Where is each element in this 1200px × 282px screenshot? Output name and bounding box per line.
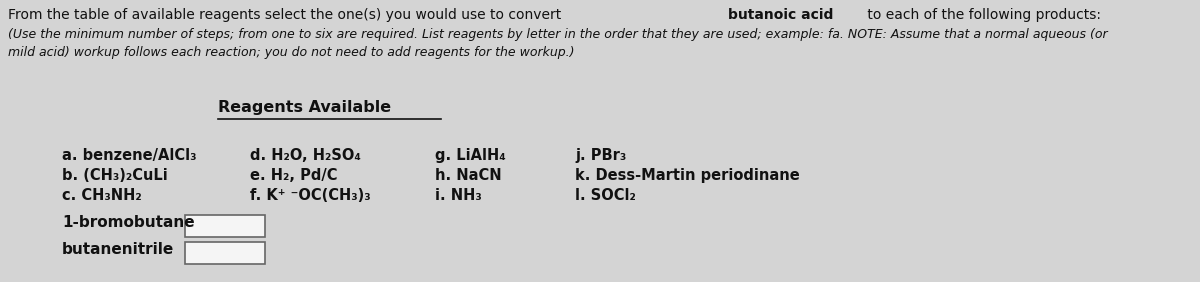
Bar <box>185 215 265 237</box>
Bar <box>185 242 265 264</box>
Text: From the table of available reagents select the one(s) you would use to convert: From the table of available reagents sel… <box>8 8 565 22</box>
Text: b. (CH₃)₂CuLi: b. (CH₃)₂CuLi <box>62 168 168 183</box>
Text: mild acid) workup follows each reaction; you do not need to add reagents for the: mild acid) workup follows each reaction;… <box>8 46 575 59</box>
Text: k. Dess-Martin periodinane: k. Dess-Martin periodinane <box>575 168 799 183</box>
Text: j. PBr₃: j. PBr₃ <box>575 148 626 163</box>
Text: c. CH₃NH₂: c. CH₃NH₂ <box>62 188 142 203</box>
Text: Reagents Available: Reagents Available <box>218 100 391 115</box>
Text: i. NH₃: i. NH₃ <box>436 188 481 203</box>
Text: h. NaCN: h. NaCN <box>436 168 502 183</box>
Text: butanoic acid: butanoic acid <box>727 8 833 22</box>
Text: g. LiAlH₄: g. LiAlH₄ <box>436 148 505 163</box>
Text: l. SOCl₂: l. SOCl₂ <box>575 188 636 203</box>
Text: a. benzene/AlCl₃: a. benzene/AlCl₃ <box>62 148 197 163</box>
Text: (Use the minimum number of steps; from one to six are required. List reagents by: (Use the minimum number of steps; from o… <box>8 28 1108 41</box>
Text: e. H₂, Pd/C: e. H₂, Pd/C <box>250 168 337 183</box>
Text: butanenitrile: butanenitrile <box>62 242 174 257</box>
Text: 1-bromobutane: 1-bromobutane <box>62 215 194 230</box>
Text: d. H₂O, H₂SO₄: d. H₂O, H₂SO₄ <box>250 148 361 163</box>
Text: to each of the following products:: to each of the following products: <box>864 8 1102 22</box>
Text: f. K⁺ ⁻OC(CH₃)₃: f. K⁺ ⁻OC(CH₃)₃ <box>250 188 371 203</box>
